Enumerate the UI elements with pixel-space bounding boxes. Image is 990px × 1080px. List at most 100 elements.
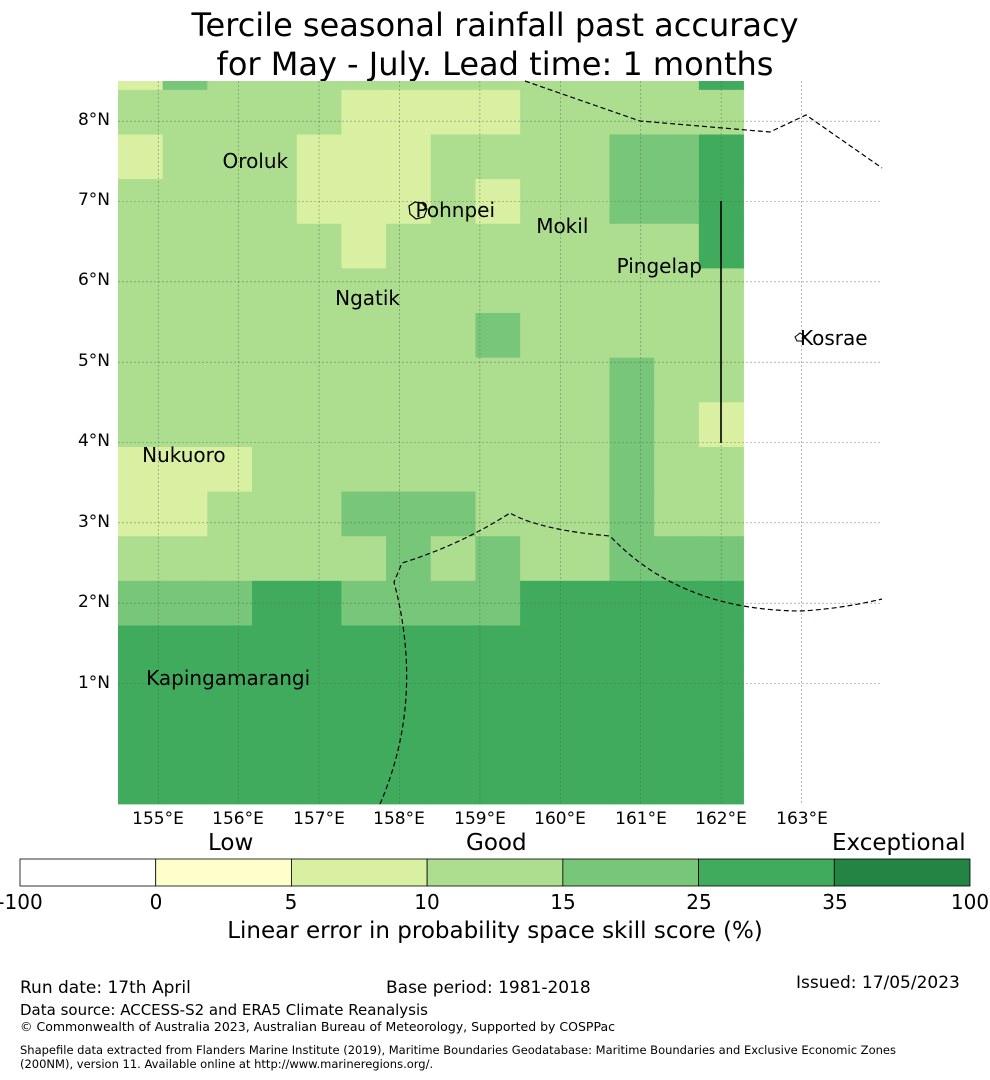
skill-cell xyxy=(564,134,610,180)
skill-cell xyxy=(341,268,387,314)
skill-cell xyxy=(207,491,253,537)
skill-cell xyxy=(520,223,566,269)
skill-cell xyxy=(118,223,164,269)
skill-cell xyxy=(564,81,610,91)
skill-cell xyxy=(475,759,521,805)
skill-cell xyxy=(520,313,566,359)
colorbar-tick: -100 xyxy=(0,890,43,914)
skill-cell xyxy=(341,759,387,805)
skill-cell xyxy=(430,89,476,135)
category-label-exceptional: Exceptional xyxy=(832,830,966,856)
skill-cell xyxy=(430,714,476,760)
skill-cell xyxy=(252,670,298,716)
skill-cell xyxy=(162,89,208,135)
skill-cell xyxy=(609,134,655,180)
lon-label: 163°E xyxy=(776,809,828,829)
skill-cell xyxy=(609,714,655,760)
colorbar-tick: 5 xyxy=(284,890,298,914)
skill-cell xyxy=(207,268,253,314)
skill-cell xyxy=(520,357,566,403)
skill-cell xyxy=(430,268,476,314)
skill-cell xyxy=(475,625,521,671)
lon-label: 159°E xyxy=(454,809,506,829)
skill-cell xyxy=(296,357,342,403)
skill-cell xyxy=(654,714,700,760)
colorbar-segment xyxy=(562,858,699,887)
skill-cell xyxy=(118,714,164,760)
skill-cell xyxy=(609,536,655,582)
skill-cell xyxy=(654,357,700,403)
skill-cell xyxy=(341,446,387,492)
skill-cell xyxy=(609,446,655,492)
skill-cell xyxy=(118,625,164,671)
lon-label: 157°E xyxy=(293,809,345,829)
place-label-pohnpei: Pohnpei xyxy=(415,197,496,222)
graticule xyxy=(118,81,882,804)
skill-cell xyxy=(207,223,253,269)
place-label-oroluk: Oroluk xyxy=(222,149,289,174)
skill-cell xyxy=(118,134,164,180)
skill-cell xyxy=(296,313,342,359)
colorbar-tick: 0 xyxy=(149,890,163,914)
colorbar-segment xyxy=(155,858,292,887)
skill-cell xyxy=(162,357,208,403)
lat-label: 4°N xyxy=(77,431,110,451)
skill-cell xyxy=(609,357,655,403)
colorbar-tick: 35 xyxy=(822,890,848,914)
colorbar-tick: 10 xyxy=(414,890,440,914)
lat-label: 8°N xyxy=(77,110,110,130)
eez-boundaries xyxy=(379,80,883,805)
skill-cell xyxy=(564,670,610,716)
skill-cell xyxy=(430,491,476,537)
skill-cell xyxy=(564,402,610,448)
skill-cell xyxy=(475,446,521,492)
skill-cell xyxy=(475,89,521,135)
skill-cell xyxy=(386,223,432,269)
lon-label: 161°E xyxy=(615,809,667,829)
skill-cell xyxy=(162,446,208,492)
skill-cell xyxy=(386,268,432,314)
skill-cell xyxy=(430,223,476,269)
eez-boundary-south-west xyxy=(379,512,883,805)
skill-cell xyxy=(118,402,164,448)
lon-label: 155°E xyxy=(132,809,184,829)
skill-cell xyxy=(341,714,387,760)
skill-cell xyxy=(430,402,476,448)
skill-cell xyxy=(162,580,208,626)
place-label-kosrae: Kosrae xyxy=(799,326,868,351)
skill-cell xyxy=(520,446,566,492)
skill-cell xyxy=(386,759,432,805)
skill-cell xyxy=(386,625,432,671)
skill-cell xyxy=(207,625,253,671)
place-label-mokil: Mokil xyxy=(536,213,589,238)
skill-cell xyxy=(564,759,610,805)
skill-cell xyxy=(475,536,521,582)
skill-cell xyxy=(296,89,342,135)
skill-cell xyxy=(162,759,208,805)
skill-cell xyxy=(430,580,476,626)
skill-cell xyxy=(475,357,521,403)
skill-cell xyxy=(341,491,387,537)
skill-cell xyxy=(520,402,566,448)
skill-cell xyxy=(654,223,700,269)
skill-cell xyxy=(252,134,298,180)
skill-cell xyxy=(252,536,298,582)
skill-cell xyxy=(162,625,208,671)
islands xyxy=(408,201,806,342)
skill-cell xyxy=(654,313,700,359)
skill-cell xyxy=(252,491,298,537)
skill-cell xyxy=(654,402,700,448)
skill-cell xyxy=(341,402,387,448)
skill-cell xyxy=(118,759,164,805)
skill-cell xyxy=(162,313,208,359)
place-label-ngatik: Ngatik xyxy=(335,285,401,310)
skill-cell xyxy=(609,402,655,448)
skill-cell xyxy=(430,134,476,180)
eez-boundary-north xyxy=(524,80,883,169)
skill-cell xyxy=(654,89,700,135)
skill-cell xyxy=(341,223,387,269)
shapefile-credit-line-2: (200NM), version 11. Available online at… xyxy=(20,1057,434,1071)
skill-cell xyxy=(341,134,387,180)
lat-label: 3°N xyxy=(77,512,110,532)
skill-cell xyxy=(386,402,432,448)
